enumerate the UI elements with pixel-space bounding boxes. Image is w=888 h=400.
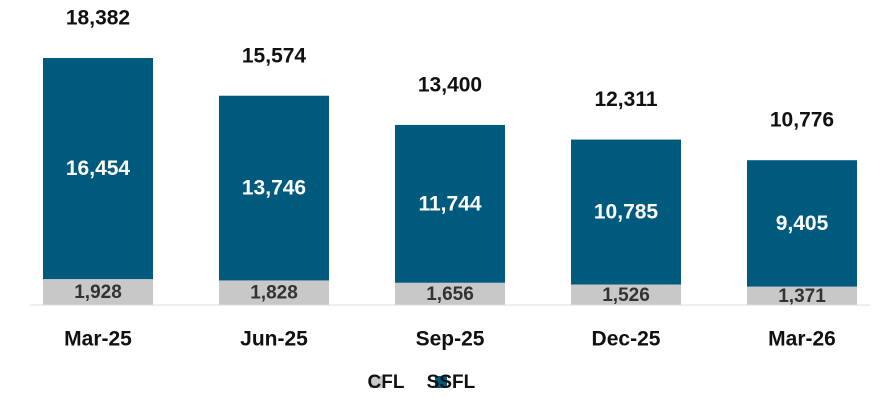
data-label: 1,526 [602,285,650,306]
x-tick-label: Mar-25 [64,328,132,351]
bar-segment [747,286,857,305]
bar-segment [395,124,505,283]
total-label: 13,400 [418,73,482,96]
data-label: 1,828 [250,283,298,304]
total-label: 18,382 [66,7,130,30]
data-label: 11,744 [418,192,481,215]
bar-segment [219,95,329,281]
data-label: 10,785 [594,201,659,224]
bar-segment [571,284,681,305]
data-label: 16,454 [66,157,131,180]
legend-label: SSFL [427,372,476,393]
data-label: 13,746 [242,177,306,200]
bar-segment [43,279,153,305]
total-label: 12,311 [594,88,657,111]
bar-segment [747,160,857,287]
x-tick-label: Sep-25 [416,328,485,351]
total-label: 15,574 [242,44,307,67]
x-tick-label: Mar-26 [768,328,836,351]
data-label: 9,405 [776,212,829,235]
legend-label: CFL [368,372,405,393]
bar-segment [395,282,505,305]
data-label: 1,928 [74,282,122,303]
legend-swatch [434,376,447,388]
x-tick-label: Dec-25 [592,328,661,351]
total-label: 10,776 [770,109,834,132]
bar-segment [571,139,681,285]
x-tick-label: Jun-25 [240,328,308,351]
bar-segment [219,280,329,305]
data-label: 1,371 [778,286,826,307]
data-label: 1,656 [426,284,474,305]
legend-swatch [370,376,382,388]
bar-segment [43,58,153,280]
